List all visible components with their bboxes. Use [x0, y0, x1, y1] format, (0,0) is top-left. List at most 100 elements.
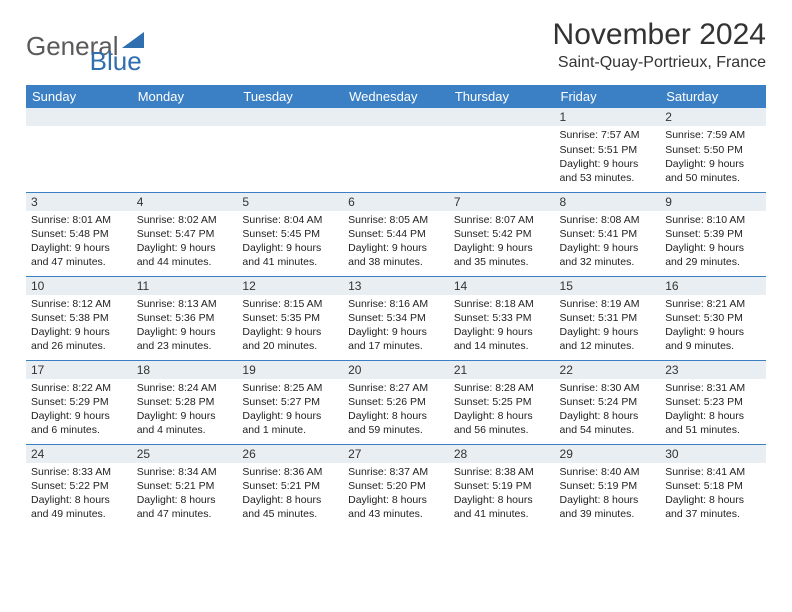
day-body: Sunrise: 8:19 AMSunset: 5:31 PMDaylight:…	[555, 295, 661, 358]
day-body: Sunrise: 8:25 AMSunset: 5:27 PMDaylight:…	[237, 379, 343, 442]
day-number: 29	[555, 445, 661, 463]
day-body: Sunrise: 8:07 AMSunset: 5:42 PMDaylight:…	[449, 211, 555, 274]
calendar-cell: 15Sunrise: 8:19 AMSunset: 5:31 PMDayligh…	[555, 276, 661, 360]
calendar-table: Sunday Monday Tuesday Wednesday Thursday…	[26, 85, 766, 528]
day-number	[26, 108, 132, 126]
day-number: 16	[660, 277, 766, 295]
day-body: Sunrise: 8:38 AMSunset: 5:19 PMDaylight:…	[449, 463, 555, 526]
day-body: Sunrise: 8:27 AMSunset: 5:26 PMDaylight:…	[343, 379, 449, 442]
day-header: Wednesday	[343, 85, 449, 108]
calendar-cell: 25Sunrise: 8:34 AMSunset: 5:21 PMDayligh…	[132, 444, 238, 528]
day-body: Sunrise: 8:01 AMSunset: 5:48 PMDaylight:…	[26, 211, 132, 274]
calendar-cell: 14Sunrise: 8:18 AMSunset: 5:33 PMDayligh…	[449, 276, 555, 360]
calendar-cell: 1Sunrise: 7:57 AMSunset: 5:51 PMDaylight…	[555, 108, 661, 192]
day-header: Saturday	[660, 85, 766, 108]
calendar-page: General November 2024 Saint-Quay-Portrie…	[0, 0, 792, 538]
day-number: 18	[132, 361, 238, 379]
day-body: Sunrise: 8:13 AMSunset: 5:36 PMDaylight:…	[132, 295, 238, 358]
calendar-cell: 13Sunrise: 8:16 AMSunset: 5:34 PMDayligh…	[343, 276, 449, 360]
day-header: Thursday	[449, 85, 555, 108]
calendar-cell: 17Sunrise: 8:22 AMSunset: 5:29 PMDayligh…	[26, 360, 132, 444]
day-number: 1	[555, 108, 661, 126]
day-header: Monday	[132, 85, 238, 108]
calendar-cell: 12Sunrise: 8:15 AMSunset: 5:35 PMDayligh…	[237, 276, 343, 360]
day-body	[343, 126, 449, 132]
calendar-cell: 8Sunrise: 8:08 AMSunset: 5:41 PMDaylight…	[555, 192, 661, 276]
day-number: 21	[449, 361, 555, 379]
day-body: Sunrise: 7:59 AMSunset: 5:50 PMDaylight:…	[660, 126, 766, 189]
day-number	[237, 108, 343, 126]
calendar-cell	[449, 108, 555, 192]
calendar-cell: 24Sunrise: 8:33 AMSunset: 5:22 PMDayligh…	[26, 444, 132, 528]
day-number: 6	[343, 193, 449, 211]
day-body: Sunrise: 8:18 AMSunset: 5:33 PMDaylight:…	[449, 295, 555, 358]
day-body: Sunrise: 8:04 AMSunset: 5:45 PMDaylight:…	[237, 211, 343, 274]
day-body	[132, 126, 238, 132]
day-body: Sunrise: 8:37 AMSunset: 5:20 PMDaylight:…	[343, 463, 449, 526]
day-header: Tuesday	[237, 85, 343, 108]
day-body: Sunrise: 8:30 AMSunset: 5:24 PMDaylight:…	[555, 379, 661, 442]
day-header: Sunday	[26, 85, 132, 108]
day-number: 2	[660, 108, 766, 126]
day-number: 19	[237, 361, 343, 379]
day-number	[449, 108, 555, 126]
day-header: Friday	[555, 85, 661, 108]
day-number: 28	[449, 445, 555, 463]
day-body: Sunrise: 8:33 AMSunset: 5:22 PMDaylight:…	[26, 463, 132, 526]
day-body: Sunrise: 8:31 AMSunset: 5:23 PMDaylight:…	[660, 379, 766, 442]
calendar-cell	[26, 108, 132, 192]
calendar-cell	[132, 108, 238, 192]
calendar-head: Sunday Monday Tuesday Wednesday Thursday…	[26, 85, 766, 108]
day-number: 23	[660, 361, 766, 379]
calendar-cell: 22Sunrise: 8:30 AMSunset: 5:24 PMDayligh…	[555, 360, 661, 444]
calendar-cell: 16Sunrise: 8:21 AMSunset: 5:30 PMDayligh…	[660, 276, 766, 360]
day-number: 20	[343, 361, 449, 379]
calendar-cell	[343, 108, 449, 192]
day-number	[343, 108, 449, 126]
calendar-cell: 21Sunrise: 8:28 AMSunset: 5:25 PMDayligh…	[449, 360, 555, 444]
calendar-cell: 29Sunrise: 8:40 AMSunset: 5:19 PMDayligh…	[555, 444, 661, 528]
day-number: 8	[555, 193, 661, 211]
day-number: 24	[26, 445, 132, 463]
day-body: Sunrise: 8:21 AMSunset: 5:30 PMDaylight:…	[660, 295, 766, 358]
calendar-cell	[237, 108, 343, 192]
calendar-cell: 20Sunrise: 8:27 AMSunset: 5:26 PMDayligh…	[343, 360, 449, 444]
calendar-week-row: 3Sunrise: 8:01 AMSunset: 5:48 PMDaylight…	[26, 192, 766, 276]
calendar-cell: 28Sunrise: 8:38 AMSunset: 5:19 PMDayligh…	[449, 444, 555, 528]
day-body: Sunrise: 8:40 AMSunset: 5:19 PMDaylight:…	[555, 463, 661, 526]
day-header-row: Sunday Monday Tuesday Wednesday Thursday…	[26, 85, 766, 108]
calendar-week-row: 1Sunrise: 7:57 AMSunset: 5:51 PMDaylight…	[26, 108, 766, 192]
day-number: 3	[26, 193, 132, 211]
day-body	[237, 126, 343, 132]
day-number: 22	[555, 361, 661, 379]
day-number: 5	[237, 193, 343, 211]
day-body: Sunrise: 8:08 AMSunset: 5:41 PMDaylight:…	[555, 211, 661, 274]
day-number: 27	[343, 445, 449, 463]
day-number: 17	[26, 361, 132, 379]
day-number: 30	[660, 445, 766, 463]
calendar-cell: 19Sunrise: 8:25 AMSunset: 5:27 PMDayligh…	[237, 360, 343, 444]
brand-part2: Blue	[90, 46, 142, 76]
calendar-cell: 30Sunrise: 8:41 AMSunset: 5:18 PMDayligh…	[660, 444, 766, 528]
day-number: 4	[132, 193, 238, 211]
day-body: Sunrise: 8:05 AMSunset: 5:44 PMDaylight:…	[343, 211, 449, 274]
calendar-cell: 10Sunrise: 8:12 AMSunset: 5:38 PMDayligh…	[26, 276, 132, 360]
calendar-week-row: 10Sunrise: 8:12 AMSunset: 5:38 PMDayligh…	[26, 276, 766, 360]
calendar-cell: 6Sunrise: 8:05 AMSunset: 5:44 PMDaylight…	[343, 192, 449, 276]
day-number: 14	[449, 277, 555, 295]
day-body: Sunrise: 8:41 AMSunset: 5:18 PMDaylight:…	[660, 463, 766, 526]
day-body: Sunrise: 8:28 AMSunset: 5:25 PMDaylight:…	[449, 379, 555, 442]
calendar-cell: 2Sunrise: 7:59 AMSunset: 5:50 PMDaylight…	[660, 108, 766, 192]
day-body: Sunrise: 8:15 AMSunset: 5:35 PMDaylight:…	[237, 295, 343, 358]
day-body: Sunrise: 8:10 AMSunset: 5:39 PMDaylight:…	[660, 211, 766, 274]
calendar-cell: 18Sunrise: 8:24 AMSunset: 5:28 PMDayligh…	[132, 360, 238, 444]
day-number: 13	[343, 277, 449, 295]
day-number: 15	[555, 277, 661, 295]
day-number: 26	[237, 445, 343, 463]
day-number	[132, 108, 238, 126]
day-number: 10	[26, 277, 132, 295]
calendar-cell: 9Sunrise: 8:10 AMSunset: 5:39 PMDaylight…	[660, 192, 766, 276]
day-body: Sunrise: 8:02 AMSunset: 5:47 PMDaylight:…	[132, 211, 238, 274]
calendar-cell: 23Sunrise: 8:31 AMSunset: 5:23 PMDayligh…	[660, 360, 766, 444]
day-number: 7	[449, 193, 555, 211]
